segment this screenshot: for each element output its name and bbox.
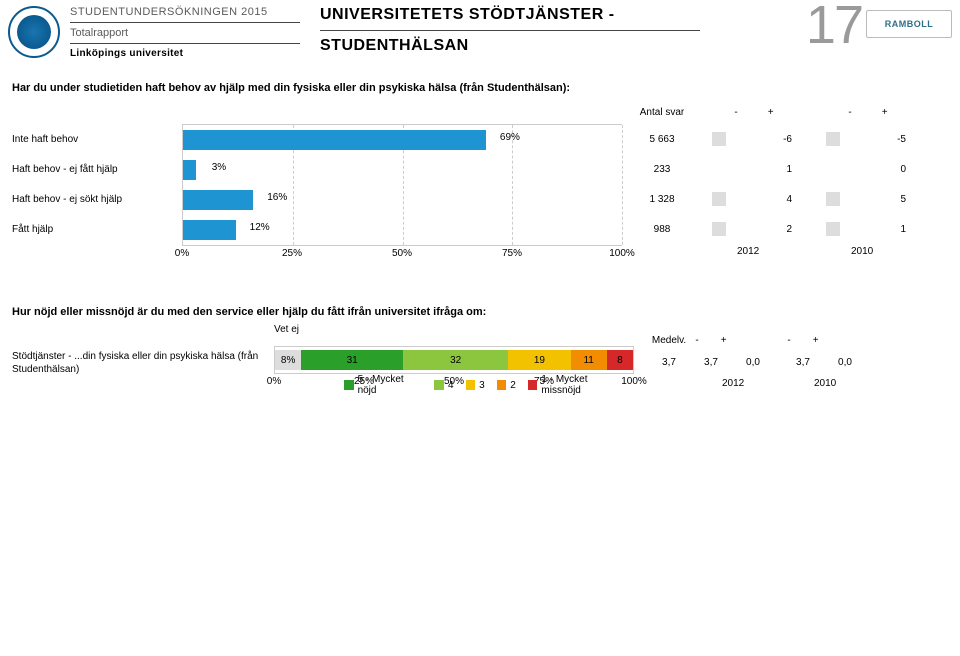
header-section-title: UNIVERSITETETS STÖDTJÄNSTER - STUDENTHÄL… (320, 6, 700, 55)
row-label: Haft behov - ej sökt hjälp (12, 184, 182, 214)
legend-swatch (466, 380, 476, 390)
report-header: STUDENTUNDERSÖKNINGEN 2015 Totalrapport … (0, 0, 960, 70)
antal-svar-column: Antal svar 5 6632331 328988 (632, 100, 692, 244)
year-2010-column: -+ -5051 (818, 100, 918, 244)
pm-col-2a: -+ 3,7 (786, 324, 820, 376)
legend-label: 2 (510, 380, 516, 391)
row-label: Haft behov - ej fått hjälp (12, 154, 182, 184)
row-label: Inte haft behov (12, 124, 182, 154)
year-2010-label: 2010 (851, 246, 873, 257)
legend-swatch (528, 380, 538, 390)
chart-2-legend: 5 - Mycket nöjd 4 3 2 1 - Mycket missnöjd (344, 374, 634, 396)
year-2012-label: 2012 (737, 246, 759, 257)
medelv-value: 3,7 (644, 348, 694, 376)
diff-2010-cell: 1 (818, 214, 918, 244)
chart-2-year-2010: 2010 (814, 378, 836, 389)
pm-col-1a: -+ 3,7 (694, 324, 728, 376)
segment-vetej: 8% (275, 350, 301, 370)
university-seal-icon (8, 6, 60, 58)
chart-2: Stödtjänster - ...din fysiska eller din … (12, 324, 948, 444)
year-2012-column: -+ -6142 (704, 100, 804, 244)
bar: 12% (183, 220, 236, 240)
legend-label: 4 (448, 380, 454, 391)
chart-1-row-labels: Inte haft behovHaft behov - ej fått hjäl… (12, 124, 182, 244)
legend-label: 1 - Mycket missnöjd (541, 374, 626, 396)
segment-5: 31 (301, 350, 403, 370)
pm-col-2b: 0,0 (828, 324, 862, 376)
antal-cell: 1 328 (632, 184, 692, 214)
row-label: Fått hjälp (12, 214, 182, 244)
diff-2012-cell: 2 (704, 214, 804, 244)
vet-ej-header: Vet ej (274, 324, 634, 346)
section-title-line2: STUDENTHÄLSAN (320, 31, 700, 55)
bar: 69% (183, 130, 486, 150)
university-name: Linköpings universitet (70, 44, 300, 59)
legend-label: 3 (479, 380, 485, 391)
segment-2: 11 (571, 350, 607, 370)
chart-1-grid: 69% 3% 16% 12% (182, 124, 622, 246)
bar: 3% (183, 160, 196, 180)
report-type: Totalrapport (70, 23, 300, 44)
diff-2012-cell: 1 (704, 154, 804, 184)
medelv-column: Medelv. 3,7 (644, 324, 694, 376)
chart-1-x-axis: 0%25%50%75%100% (182, 246, 622, 264)
bar: 16% (183, 190, 253, 210)
page-number: 17 (806, 0, 862, 56)
segment-3: 19 (508, 350, 570, 370)
pm-col-1b: 0,0 (736, 324, 770, 376)
diff-2010-cell: -5 (818, 124, 918, 154)
question-2-text: Hur nöjd eller missnöjd är du med den se… (12, 306, 960, 318)
question-1-text: Har du under studietiden haft behov av h… (12, 82, 960, 94)
chart-1: Inte haft behovHaft behov - ej fått hjäl… (12, 100, 948, 270)
chart-2-stacked-bar: 8%313219118 (274, 346, 634, 374)
chart-2-plot: Vet ej 8%313219118 0%25%50%75%100% 5 - M… (274, 324, 634, 392)
legend-swatch (434, 380, 444, 390)
section-title-line1: UNIVERSITETETS STÖDTJÄNSTER - (320, 6, 700, 31)
antal-cell: 233 (632, 154, 692, 184)
legend-swatch (344, 380, 354, 390)
legend-swatch (497, 380, 507, 390)
antal-cell: 5 663 (632, 124, 692, 154)
segment-4: 32 (403, 350, 508, 370)
header-left-col: STUDENTUNDERSÖKNINGEN 2015 Totalrapport … (70, 6, 300, 59)
brand-logo: RAMBOLL (866, 10, 952, 38)
segment-1: 8 (607, 350, 633, 370)
chart-1-plot: 69% 3% 16% 12% 0%25%50%75%100% (182, 100, 622, 264)
antal-svar-header: Antal svar (632, 100, 692, 124)
diff-2012-cell: 4 (704, 184, 804, 214)
diff-2012-cell: -6 (704, 124, 804, 154)
survey-title: STUDENTUNDERSÖKNINGEN 2015 (70, 6, 300, 23)
diff-2010-cell: 0 (818, 154, 918, 184)
chart-2-year-2012: 2012 (722, 378, 744, 389)
antal-cell: 988 (632, 214, 692, 244)
diff-2010-cell: 5 (818, 184, 918, 214)
legend-label: 5 - Mycket nöjd (358, 374, 423, 396)
chart-2-row-label: Stödtjänster - ...din fysiska eller din … (12, 350, 272, 376)
